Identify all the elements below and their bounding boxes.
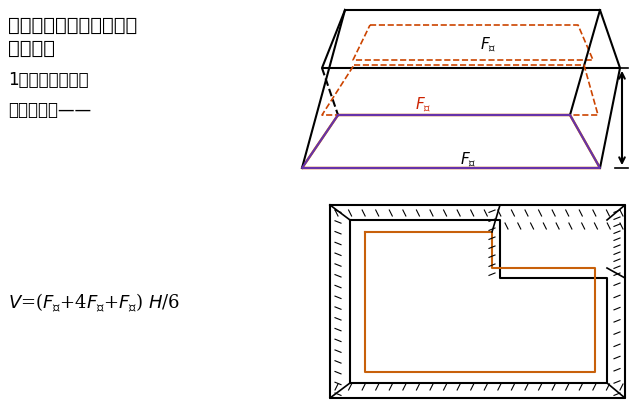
Text: 按拟柱体法——: 按拟柱体法—— <box>8 101 91 119</box>
Text: $V$=($F_{下}$+4$F_{中}$+$F_{上}$) $H$/6: $V$=($F_{下}$+4$F_{中}$+$F_{上}$) $H$/6 <box>8 291 180 314</box>
Text: $F_{中}$: $F_{中}$ <box>415 95 431 114</box>
Text: 1、基坑土方量：: 1、基坑土方量： <box>8 71 89 89</box>
Text: 方量计算: 方量计算 <box>8 39 55 58</box>
Text: $F_{上}$: $F_{上}$ <box>480 36 496 55</box>
Text: 一、基坑、基槽、路堤土: 一、基坑、基槽、路堤土 <box>8 16 137 35</box>
Text: $F_{下}$: $F_{下}$ <box>460 150 476 170</box>
